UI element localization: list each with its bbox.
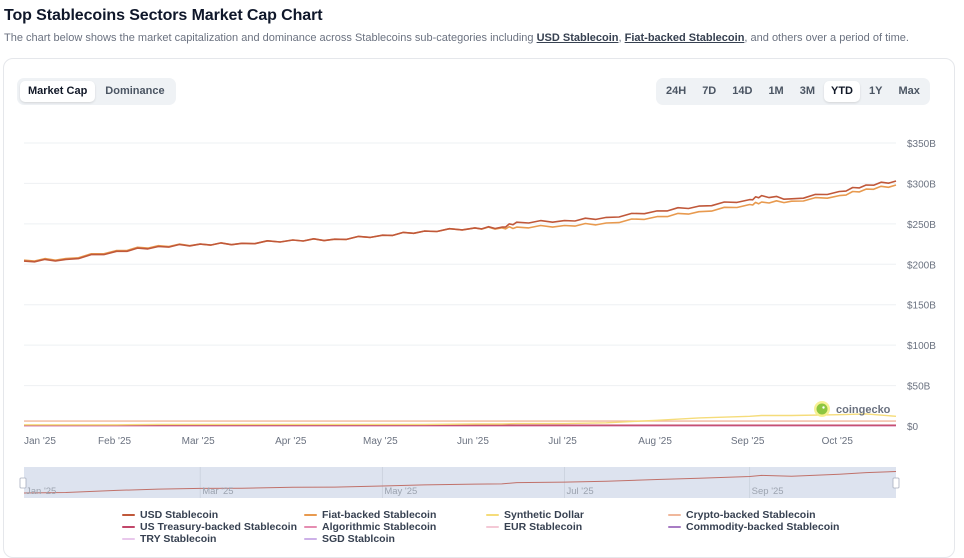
legend-label: Crypto-backed Stablecoin [686, 509, 816, 521]
navigator-line [23, 471, 897, 494]
legend-label: Fiat-backed Stablecoin [322, 509, 437, 521]
legend-item[interactable]: TRY Stablecoin [122, 533, 216, 545]
subtitle-prefix: The chart below shows the market capital… [4, 32, 537, 44]
x-tick-label: Apr '25 [275, 436, 307, 447]
legend-swatch [122, 526, 135, 528]
fiat-backed-stablecoin-link[interactable]: Fiat-backed Stablecoin [624, 32, 745, 44]
range-14d[interactable]: 14D [732, 85, 753, 97]
legend-item[interactable]: US Treasury-backed Stablecoin [122, 521, 297, 533]
legend-swatch [304, 526, 317, 528]
range-ytd[interactable]: YTD [824, 81, 860, 102]
y-tick-label: $350B [907, 139, 936, 150]
legend-item[interactable]: Synthetic Dollar [486, 509, 584, 521]
legend-label: Algorithmic Stablecoin [322, 521, 437, 533]
page-title: Top Stablecoins Sectors Market Cap Chart [4, 7, 323, 24]
coingecko-watermark: coingecko [814, 401, 891, 417]
legend-item[interactable]: SGD Stablcoin [304, 533, 395, 545]
range-toggle: 24H 7D 14D 1M 3M YTD 1Y Max [656, 78, 930, 105]
legend-swatch [486, 514, 499, 516]
legend-label: SGD Stablcoin [322, 533, 395, 545]
series-lines [23, 180, 897, 427]
legend-swatch [122, 514, 135, 516]
tab-market-cap[interactable]: Market Cap [20, 81, 96, 102]
legend-label: Synthetic Dollar [504, 509, 584, 521]
y-axis-ticks: $0 $50B $100B $150B $200B $250B $300B $350B [907, 139, 936, 433]
y-tick-label: $150B [907, 301, 936, 312]
legend-swatch [486, 526, 499, 528]
y-tick-label: $300B [907, 179, 936, 190]
navigator-left-handle[interactable] [19, 477, 27, 489]
legend-label: EUR Stablecoin [504, 521, 583, 533]
range-7d[interactable]: 7D [702, 85, 717, 97]
legend-item[interactable]: Fiat-backed Stablecoin [304, 509, 436, 521]
x-tick-label: Jun '25 [457, 436, 489, 447]
legend-item[interactable]: USD Stablecoin [122, 509, 218, 521]
navigator-label: Jan '25 [26, 486, 56, 497]
x-tick-label: Feb '25 [98, 436, 131, 447]
legend-swatch [668, 526, 681, 528]
navigator-right-handle[interactable] [892, 477, 900, 489]
legend-label: US Treasury-backed Stablecoin [140, 521, 297, 533]
legend-swatch [122, 538, 135, 540]
legend-label: Commodity-backed Stablecoin [686, 521, 840, 533]
tab-dominance[interactable]: Dominance [105, 85, 165, 97]
x-tick-label: May '25 [363, 436, 398, 447]
x-tick-label: Jul '25 [548, 436, 577, 447]
legend-swatch [668, 514, 681, 516]
series-line-synthetic-dollar[interactable] [24, 413, 897, 426]
navigator-label: Mar '25 [202, 486, 233, 497]
range-1y[interactable]: 1Y [869, 85, 883, 97]
navigator-label: Jul '25 [567, 486, 594, 497]
series-line-usd-stablecoin[interactable] [23, 180, 897, 263]
legend-item[interactable]: Crypto-backed Stablecoin [668, 509, 816, 521]
view-toggle: Market Cap Dominance [17, 78, 176, 105]
coingecko-logo-eye [822, 406, 825, 409]
navigator-background[interactable] [24, 467, 896, 498]
x-tick-label: Sep '25 [731, 436, 765, 447]
usd-stablecoin-link[interactable]: USD Stablecoin [536, 32, 619, 44]
y-tick-label: $100B [907, 341, 936, 352]
x-tick-label: Oct '25 [822, 436, 854, 447]
x-tick-label: Mar '25 [182, 436, 215, 447]
coingecko-logo-icon [816, 403, 828, 415]
navigator-labels: Jan '25 Mar '25 May '25 Jul '25 Sep '25 [26, 486, 784, 497]
x-tick-label: Aug '25 [638, 436, 672, 447]
legend-swatch [304, 538, 317, 540]
navigator-label: Sep '25 [752, 486, 784, 497]
x-axis-ticks: Jan '25 Feb '25 Mar '25 Apr '25 May '25 Jun '… [24, 436, 853, 447]
page-subtitle: The chart below shows the market capital… [4, 32, 909, 44]
y-tick-label: $250B [907, 220, 936, 231]
range-1m[interactable]: 1M [768, 85, 784, 97]
navigator-label: May '25 [384, 486, 417, 497]
x-tick-label: Jan '25 [24, 436, 56, 447]
grid-lines [24, 142, 896, 427]
legend-label: TRY Stablecoin [140, 533, 217, 545]
range-24h[interactable]: 24H [666, 85, 687, 97]
legend-swatch [304, 514, 317, 516]
y-tick-label: $200B [907, 260, 936, 271]
legend-item[interactable]: EUR Stablecoin [486, 521, 582, 533]
legend-item[interactable]: Algorithmic Stablecoin [304, 521, 436, 533]
y-tick-label: $0 [907, 422, 919, 433]
y-tick-label: $50B [907, 382, 931, 393]
range-max[interactable]: Max [898, 85, 920, 97]
range-3m[interactable]: 3M [799, 85, 815, 97]
navigator-grid [199, 467, 751, 498]
subtitle-suffix: , and others over a period of time. [744, 32, 909, 44]
range-navigator: Jan '25 Mar '25 May '25 Jul '25 Sep '25 [19, 467, 900, 498]
legend-label: USD Stablecoin [140, 509, 219, 521]
coingecko-watermark-text: coingecko [836, 404, 891, 416]
subtitle-separator: , [618, 32, 625, 44]
legend-item[interactable]: Commodity-backed Stablecoin [668, 521, 839, 533]
